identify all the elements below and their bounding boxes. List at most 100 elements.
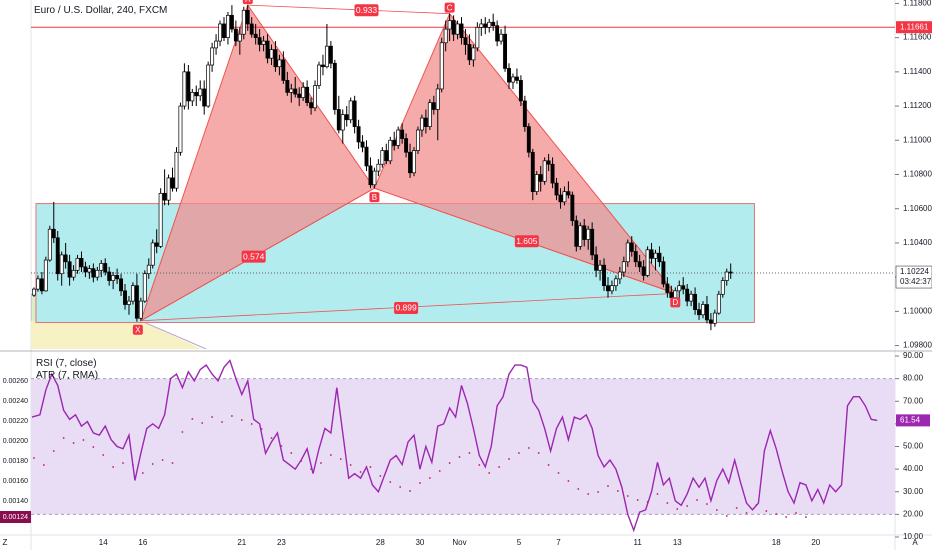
- candle[interactable]: [602, 258, 606, 291]
- candle[interactable]: [225, 11, 230, 45]
- pattern-point-a[interactable]: A: [242, 0, 253, 5]
- candle[interactable]: [487, 18, 492, 33]
- candle[interactable]: [99, 260, 104, 278]
- pattern-point-b[interactable]: B: [369, 192, 380, 203]
- candle[interactable]: [107, 266, 112, 286]
- candle[interactable]: [269, 44, 274, 66]
- candle[interactable]: [297, 87, 302, 107]
- candle[interactable]: [71, 265, 76, 281]
- candle[interactable]: [321, 54, 325, 76]
- candle[interactable]: [162, 169, 167, 206]
- candle[interactable]: [233, 20, 238, 47]
- candle[interactable]: [491, 13, 496, 31]
- candle[interactable]: [431, 95, 436, 115]
- candle[interactable]: [79, 251, 84, 273]
- candle[interactable]: [170, 167, 175, 192]
- candle[interactable]: [427, 99, 432, 131]
- resistance-tag[interactable]: 1.11661: [896, 21, 932, 34]
- candle[interactable]: [665, 277, 670, 298]
- candle[interactable]: [400, 123, 405, 144]
- candle[interactable]: [261, 35, 266, 52]
- candle[interactable]: [546, 153, 551, 172]
- candle[interactable]: [586, 225, 591, 250]
- candle[interactable]: [459, 17, 464, 45]
- candle[interactable]: [301, 82, 306, 101]
- pattern-point-d[interactable]: D: [670, 297, 681, 308]
- candle[interactable]: [594, 246, 599, 278]
- candle[interactable]: [467, 34, 472, 66]
- candle[interactable]: [499, 29, 504, 45]
- candle[interactable]: [649, 242, 654, 264]
- candle[interactable]: [582, 218, 587, 247]
- candle[interactable]: [281, 51, 286, 84]
- candle[interactable]: [701, 301, 705, 319]
- candle[interactable]: [222, 17, 226, 42]
- candle[interactable]: [372, 167, 377, 189]
- candle[interactable]: [708, 313, 713, 331]
- candle[interactable]: [51, 201, 56, 243]
- candle[interactable]: [293, 76, 298, 98]
- candle[interactable]: [39, 272, 44, 295]
- candle[interactable]: [376, 159, 381, 177]
- candle[interactable]: [645, 246, 650, 278]
- candle[interactable]: [47, 225, 52, 262]
- candle[interactable]: [657, 246, 662, 267]
- candle[interactable]: [530, 148, 535, 201]
- candle[interactable]: [724, 268, 729, 286]
- candle[interactable]: [241, 6, 246, 40]
- candle[interactable]: [538, 165, 543, 192]
- candle[interactable]: [166, 174, 171, 206]
- candle[interactable]: [83, 261, 88, 278]
- candle[interactable]: [598, 260, 603, 281]
- candle[interactable]: [677, 280, 682, 300]
- candle[interactable]: [265, 34, 270, 64]
- candle[interactable]: [194, 85, 199, 107]
- candle[interactable]: [511, 73, 515, 89]
- candle[interactable]: [115, 268, 120, 284]
- candle[interactable]: [146, 258, 151, 279]
- candle[interactable]: [75, 254, 80, 274]
- candle[interactable]: [154, 229, 159, 254]
- candle[interactable]: [332, 59, 337, 115]
- candle[interactable]: [214, 34, 219, 55]
- candle[interactable]: [455, 20, 460, 40]
- candle[interactable]: [693, 287, 698, 315]
- candle[interactable]: [697, 302, 701, 320]
- candle[interactable]: [689, 290, 694, 307]
- candle[interactable]: [336, 95, 341, 134]
- candle[interactable]: [273, 41, 278, 72]
- candle[interactable]: [716, 290, 721, 315]
- candle[interactable]: [451, 15, 456, 42]
- candle[interactable]: [518, 75, 523, 107]
- candle[interactable]: [324, 23, 329, 69]
- candle[interactable]: [439, 37, 444, 93]
- candle[interactable]: [257, 29, 262, 52]
- candle[interactable]: [629, 236, 634, 257]
- candle[interactable]: [661, 256, 666, 288]
- candle[interactable]: [681, 277, 686, 295]
- pattern-point-x[interactable]: X: [132, 324, 143, 335]
- candle[interactable]: [396, 126, 401, 149]
- candle[interactable]: [514, 68, 519, 84]
- candle[interactable]: [344, 106, 349, 127]
- candle[interactable]: [483, 17, 488, 35]
- candle[interactable]: [617, 266, 622, 284]
- candle[interactable]: [87, 265, 92, 279]
- candle[interactable]: [229, 5, 234, 33]
- candle[interactable]: [542, 157, 547, 185]
- candle[interactable]: [35, 275, 40, 292]
- candle[interactable]: [127, 295, 131, 315]
- candle[interactable]: [705, 295, 709, 324]
- candle[interactable]: [356, 119, 361, 149]
- candle[interactable]: [526, 123, 531, 158]
- candle[interactable]: [388, 136, 393, 165]
- candle[interactable]: [245, 5, 250, 31]
- candle[interactable]: [111, 272, 116, 290]
- candle[interactable]: [423, 109, 428, 134]
- candle[interactable]: [685, 283, 690, 307]
- candle[interactable]: [43, 256, 48, 292]
- candle[interactable]: [340, 109, 345, 144]
- candle[interactable]: [463, 29, 468, 55]
